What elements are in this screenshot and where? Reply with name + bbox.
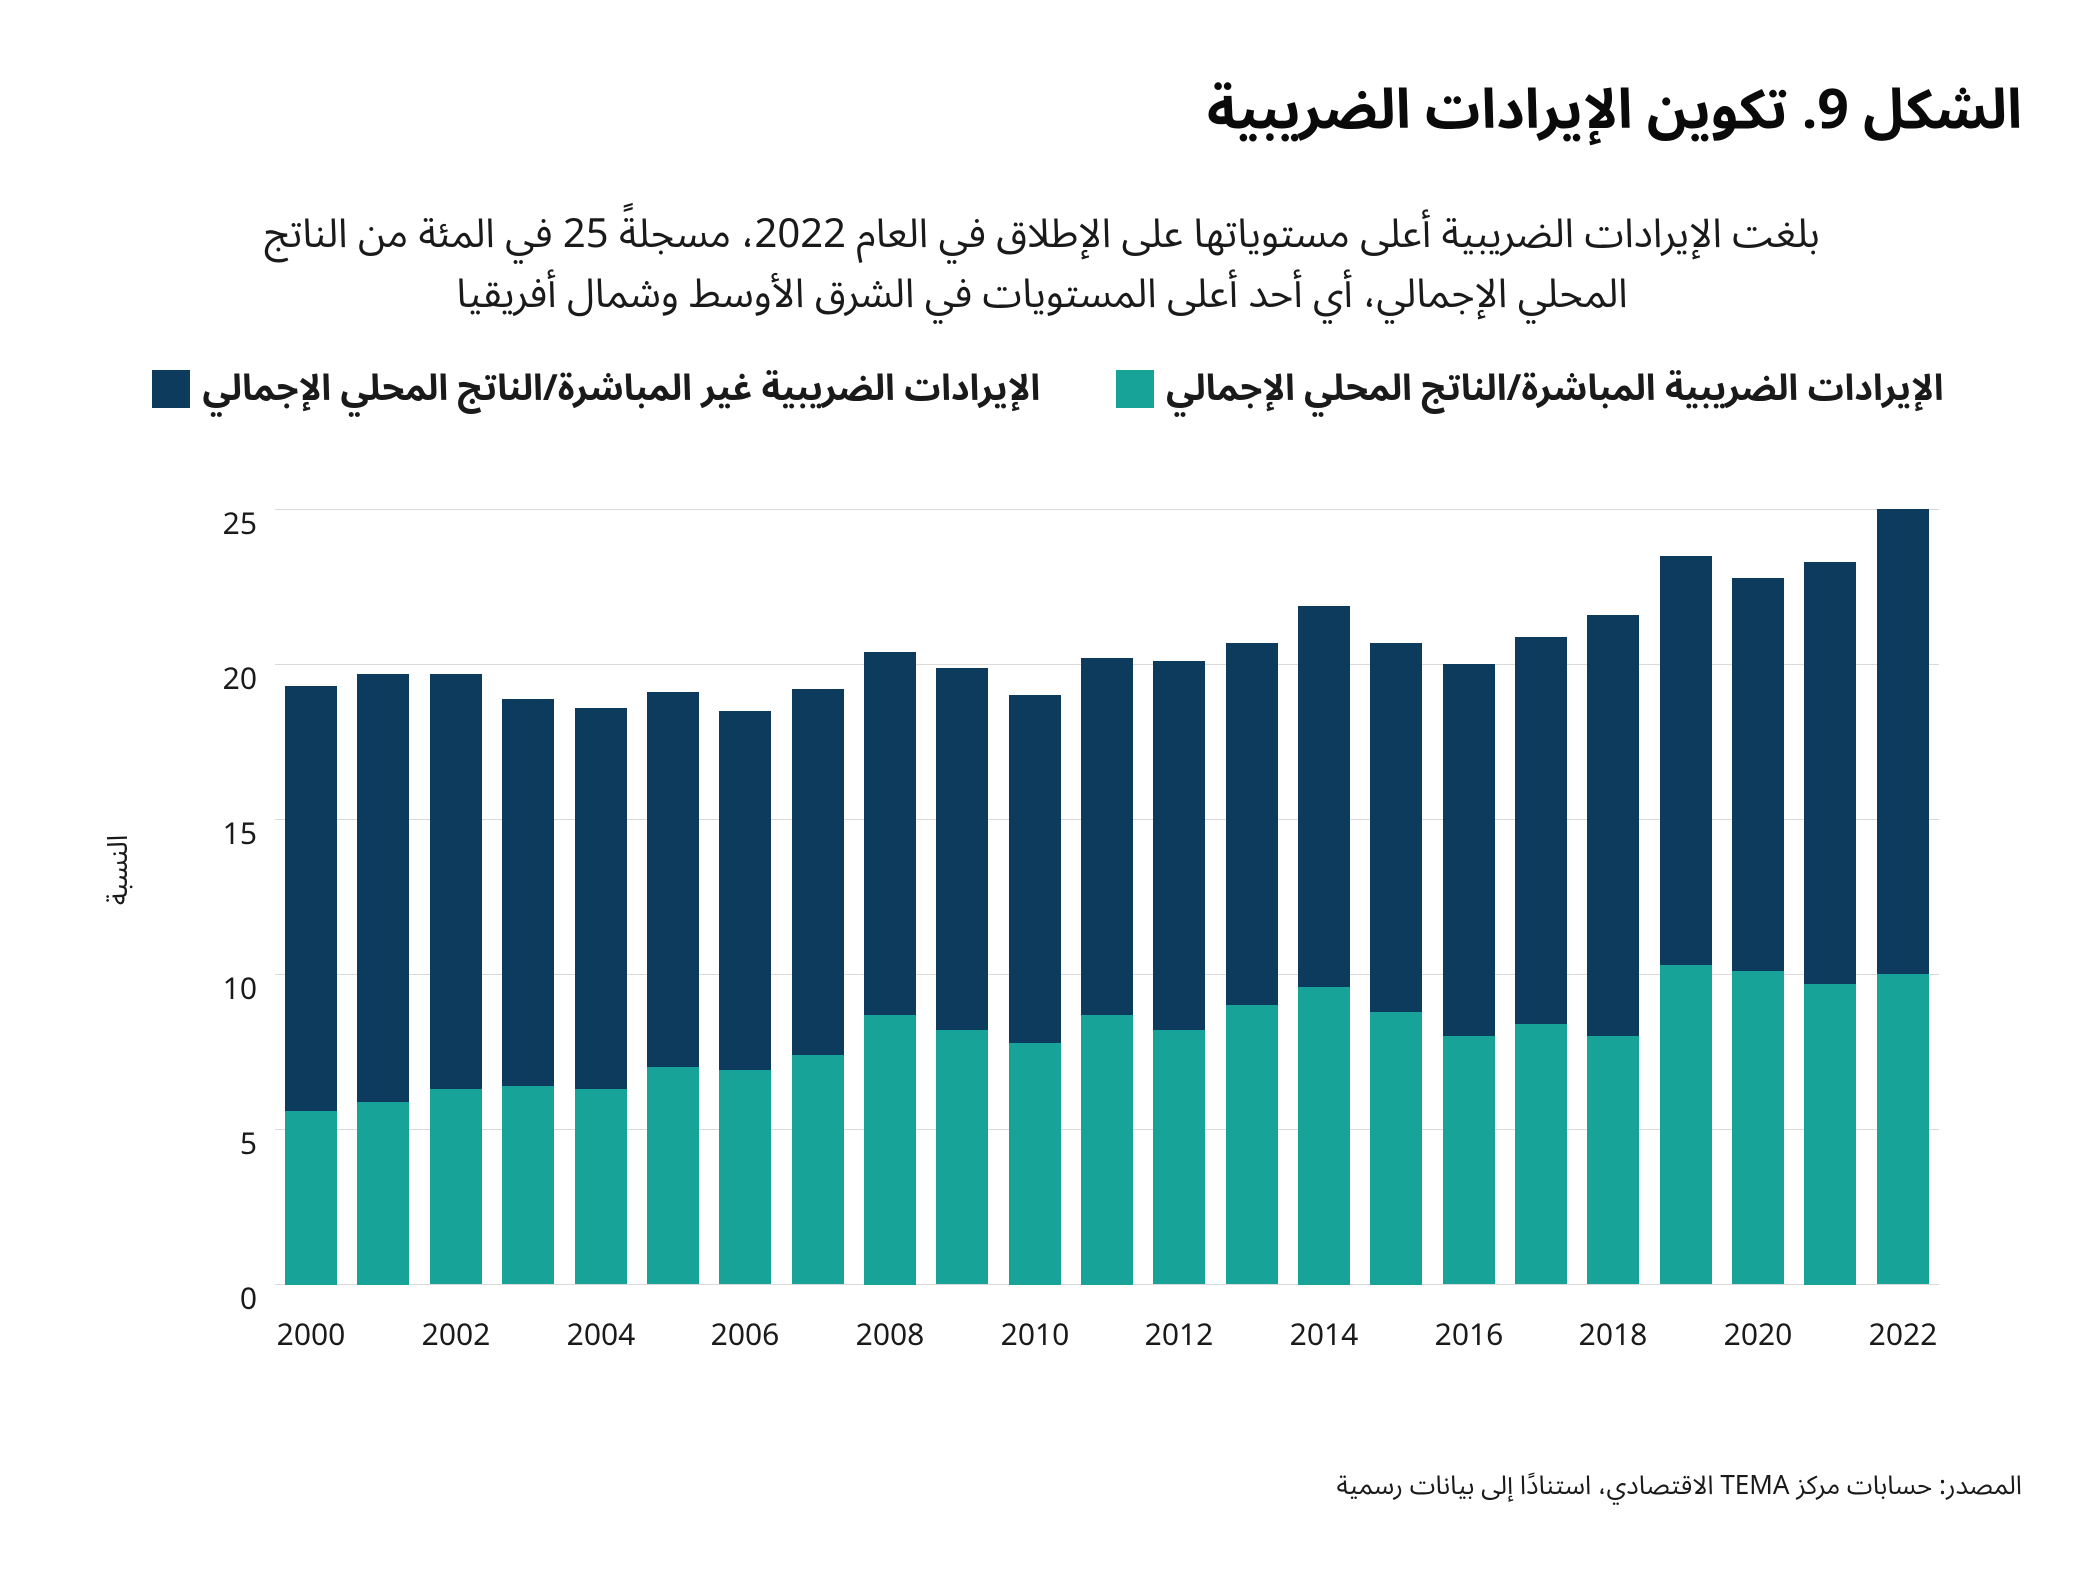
- svg-text:النسبة: النسبة: [89, 835, 148, 906]
